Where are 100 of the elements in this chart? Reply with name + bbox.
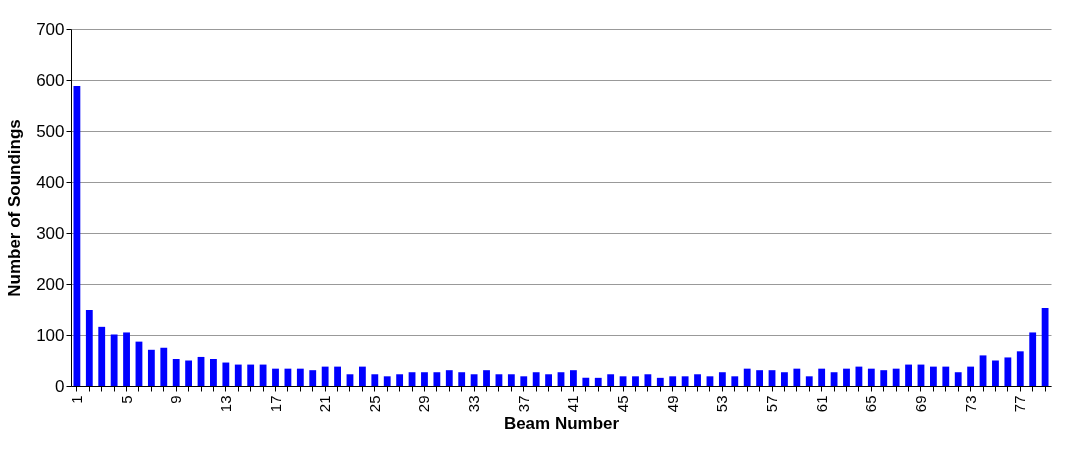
bar — [309, 370, 317, 386]
y-tick-label: 0 — [55, 376, 65, 396]
x-tick-label: 41 — [564, 395, 582, 413]
bar — [694, 374, 701, 386]
bar — [669, 376, 677, 386]
bar — [681, 376, 689, 386]
bar — [942, 366, 950, 386]
bar — [1041, 307, 1049, 386]
bar — [98, 326, 106, 386]
bar — [880, 370, 888, 386]
bar — [346, 374, 354, 386]
x-tick-label: 65 — [862, 395, 880, 413]
bar — [805, 376, 813, 386]
bar — [383, 376, 391, 386]
y-tick-label: 400 — [36, 172, 65, 192]
bar — [1029, 332, 1037, 386]
bar — [532, 372, 540, 386]
x-tick-label: 9 — [167, 395, 185, 404]
bar — [1004, 357, 1012, 386]
bar — [756, 370, 764, 386]
bar — [421, 372, 428, 386]
bar — [855, 366, 863, 386]
x-tick-label: 33 — [465, 395, 483, 413]
bar — [495, 374, 503, 386]
y-tick-label: 300 — [36, 223, 65, 243]
bar — [110, 334, 118, 386]
bar — [334, 366, 341, 386]
bar — [706, 376, 714, 386]
bar — [954, 372, 962, 386]
bar — [123, 332, 130, 386]
bar — [222, 362, 230, 386]
bar — [743, 368, 751, 386]
bar — [470, 374, 478, 386]
bar — [892, 368, 900, 386]
bar — [147, 349, 155, 386]
x-tick-label: 57 — [763, 395, 781, 413]
bar — [483, 370, 490, 386]
bar — [358, 366, 366, 386]
bar — [843, 368, 850, 386]
bar — [632, 376, 639, 386]
bar — [234, 364, 242, 386]
bar — [594, 377, 602, 386]
x-tick-label: 49 — [663, 395, 681, 413]
x-tick-label: 73 — [961, 395, 979, 413]
y-tick-label: 100 — [36, 325, 65, 345]
bar — [718, 372, 726, 386]
bar — [520, 376, 528, 386]
bar — [570, 370, 577, 386]
y-axis-title: Number of Soundings — [5, 119, 25, 297]
bar — [73, 86, 81, 386]
bar — [793, 368, 801, 386]
bar — [656, 377, 664, 386]
x-tick-label: 53 — [713, 395, 731, 413]
bar — [929, 366, 937, 386]
x-tick-label: 61 — [812, 395, 830, 413]
bar — [433, 372, 441, 386]
bar — [396, 374, 404, 386]
bar — [85, 310, 93, 386]
bar — [247, 364, 255, 386]
bar — [867, 368, 875, 386]
bar — [371, 374, 379, 386]
bar — [644, 374, 652, 386]
x-tick-label: 25 — [365, 395, 383, 413]
bar — [321, 366, 329, 386]
x-tick-label: 77 — [1011, 395, 1029, 413]
x-tick-label: 5 — [117, 395, 135, 404]
y-tick-label: 500 — [36, 121, 65, 141]
x-tick-label: 21 — [316, 395, 334, 413]
bar — [296, 368, 304, 386]
y-tick-label: 700 — [36, 19, 65, 39]
bar — [992, 360, 999, 386]
bar — [507, 374, 515, 386]
bar — [1016, 351, 1024, 386]
y-tick-label: 200 — [36, 274, 65, 294]
x-tick-label: 29 — [415, 395, 433, 413]
x-tick-label: 1 — [67, 395, 85, 404]
bar — [210, 358, 217, 386]
y-tick-label: 600 — [36, 70, 65, 90]
x-tick-label: 17 — [266, 395, 284, 413]
bar — [967, 366, 975, 386]
bar — [905, 364, 912, 386]
bar — [619, 376, 627, 386]
bar — [259, 364, 267, 386]
x-tick-label: 69 — [911, 395, 929, 413]
bar — [818, 368, 826, 386]
x-tick-label: 13 — [216, 395, 234, 413]
bar — [731, 376, 739, 386]
bar — [185, 360, 193, 386]
bar — [272, 368, 279, 386]
x-tick-label: 45 — [614, 395, 632, 413]
bar — [781, 372, 788, 386]
bar — [445, 370, 453, 386]
x-axis-title: Beam Number — [503, 414, 620, 434]
bar — [172, 358, 180, 386]
bar — [545, 374, 552, 386]
bar — [458, 372, 466, 386]
bar — [582, 377, 590, 386]
x-tick-label: 37 — [514, 395, 532, 413]
bar — [160, 347, 168, 386]
bar — [607, 374, 615, 386]
